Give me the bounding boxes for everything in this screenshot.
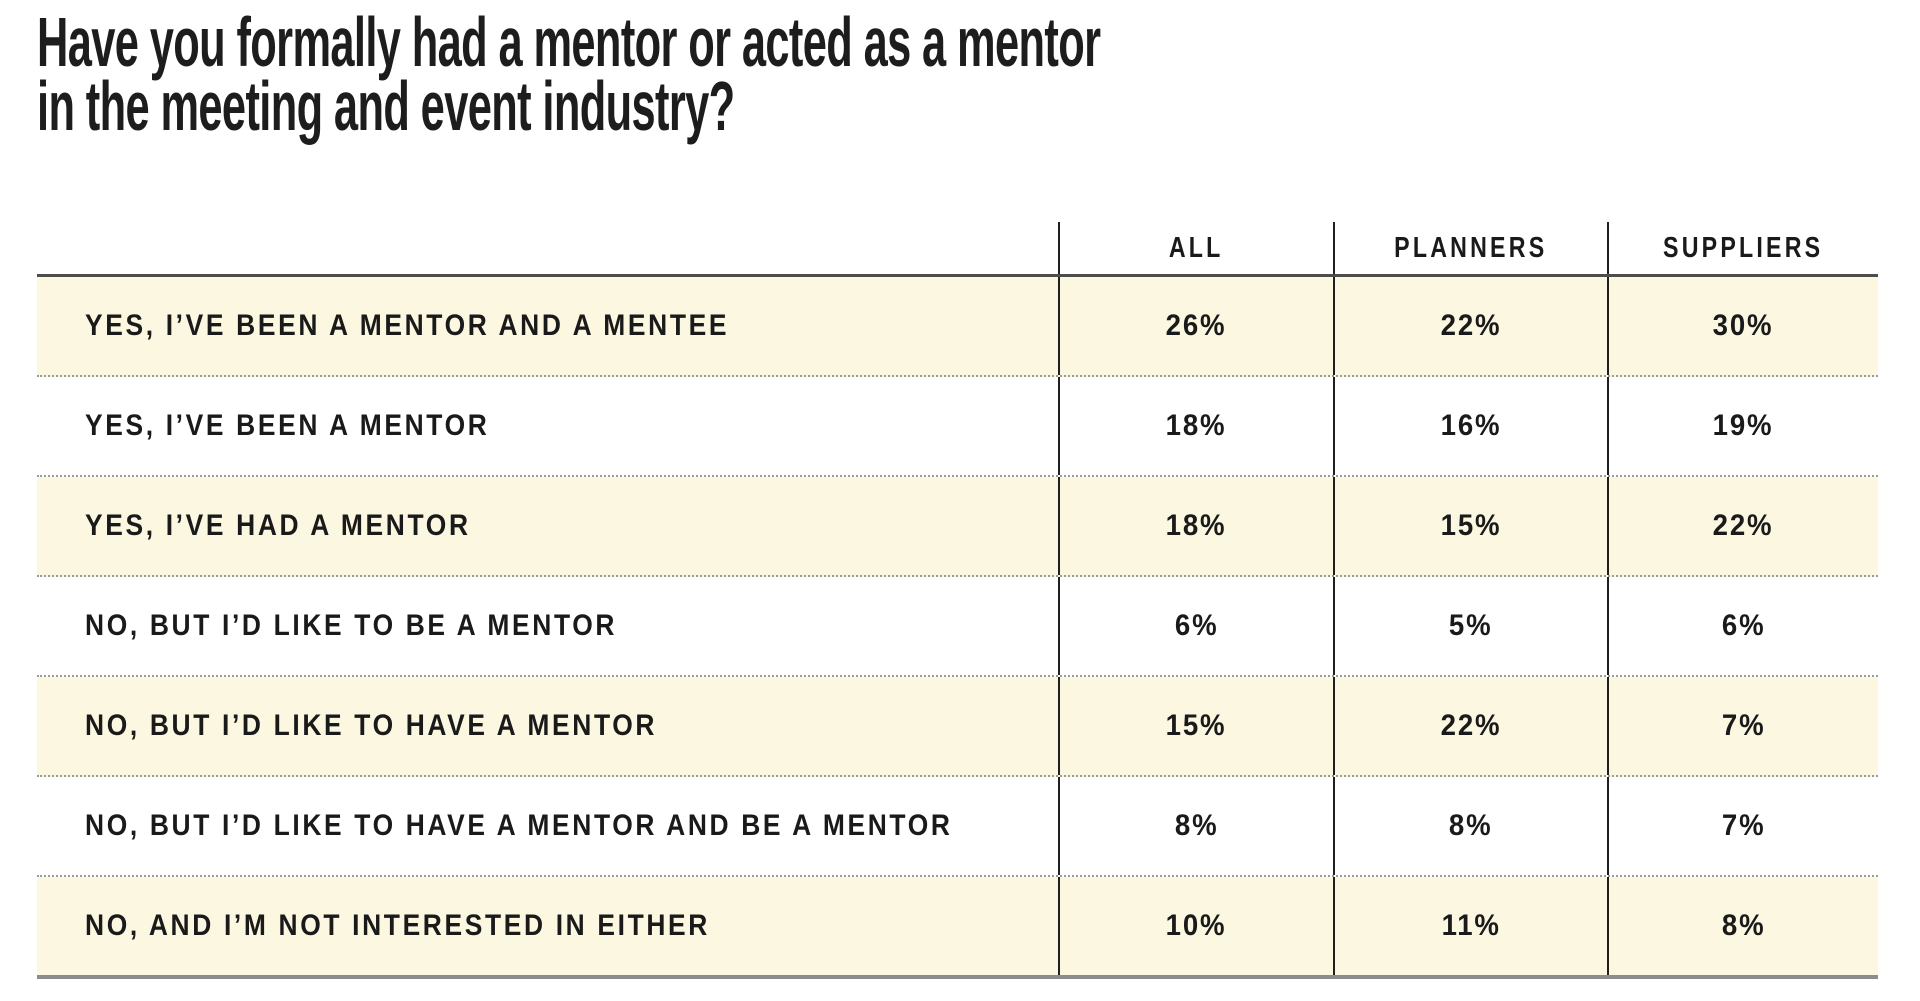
column-header-all: ALL [1058, 222, 1333, 274]
cell-all: 8% [1058, 777, 1333, 875]
cell-planners: 22% [1333, 277, 1607, 375]
cell-suppliers: 6% [1607, 577, 1878, 675]
table-row: NO, BUT I’D LIKE TO BE A MENTOR 6% 5% 6% [37, 577, 1878, 677]
row-label: YES, I’VE HAD A MENTOR [85, 509, 471, 542]
table-row: NO, AND I’M NOT INTERESTED IN EITHER 10%… [37, 877, 1878, 979]
row-label: YES, I’VE BEEN A MENTOR AND A MENTEE [85, 309, 730, 342]
table-row: NO, BUT I’D LIKE TO HAVE A MENTOR AND BE… [37, 777, 1878, 877]
table-row: YES, I’VE HAD A MENTOR 18% 15% 22% [37, 477, 1878, 577]
cell-suppliers: 19% [1607, 377, 1878, 475]
title-line-1: Have you formally had a mentor or acted … [37, 3, 1101, 81]
cell-suppliers: 8% [1607, 877, 1878, 975]
row-label: YES, I’VE BEEN A MENTOR [85, 409, 490, 442]
cell-all: 18% [1058, 477, 1333, 575]
table-row: NO, BUT I’D LIKE TO HAVE A MENTOR 15% 22… [37, 677, 1878, 777]
page-title: Have you formally had a mentor or acted … [37, 3, 1101, 145]
title-line-2: in the meeting and event industry? [37, 67, 735, 145]
table-row: YES, I’VE BEEN A MENTOR 18% 16% 19% [37, 377, 1878, 477]
cell-all: 18% [1058, 377, 1333, 475]
cell-planners: 11% [1333, 877, 1607, 975]
cell-suppliers: 30% [1607, 277, 1878, 375]
cell-planners: 8% [1333, 777, 1607, 875]
row-label: NO, BUT I’D LIKE TO BE A MENTOR [85, 609, 618, 642]
cell-planners: 16% [1333, 377, 1607, 475]
column-header-all-label: ALL [1169, 231, 1224, 264]
cell-suppliers: 7% [1607, 777, 1878, 875]
cell-planners: 22% [1333, 677, 1607, 775]
cell-all: 6% [1058, 577, 1333, 675]
row-label: NO, BUT I’D LIKE TO HAVE A MENTOR [85, 709, 658, 742]
cell-planners: 5% [1333, 577, 1607, 675]
column-header-suppliers: SUPPLIERS [1607, 222, 1878, 274]
cell-all: 15% [1058, 677, 1333, 775]
column-header-suppliers-label: SUPPLIERS [1663, 231, 1824, 264]
survey-table: ALL PLANNERS SUPPLIERS YES, I’VE BEEN A … [37, 222, 1878, 979]
column-header-spacer [37, 222, 1058, 274]
table-header-row: ALL PLANNERS SUPPLIERS [37, 222, 1878, 277]
cell-planners: 15% [1333, 477, 1607, 575]
column-header-planners: PLANNERS [1333, 222, 1607, 274]
cell-suppliers: 22% [1607, 477, 1878, 575]
table-row: YES, I’VE BEEN A MENTOR AND A MENTEE 26%… [37, 277, 1878, 377]
cell-suppliers: 7% [1607, 677, 1878, 775]
cell-all: 26% [1058, 277, 1333, 375]
column-header-planners-label: PLANNERS [1394, 231, 1548, 264]
cell-all: 10% [1058, 877, 1333, 975]
row-label: NO, AND I’M NOT INTERESTED IN EITHER [85, 909, 711, 942]
row-label: NO, BUT I’D LIKE TO HAVE A MENTOR AND BE… [85, 809, 953, 842]
